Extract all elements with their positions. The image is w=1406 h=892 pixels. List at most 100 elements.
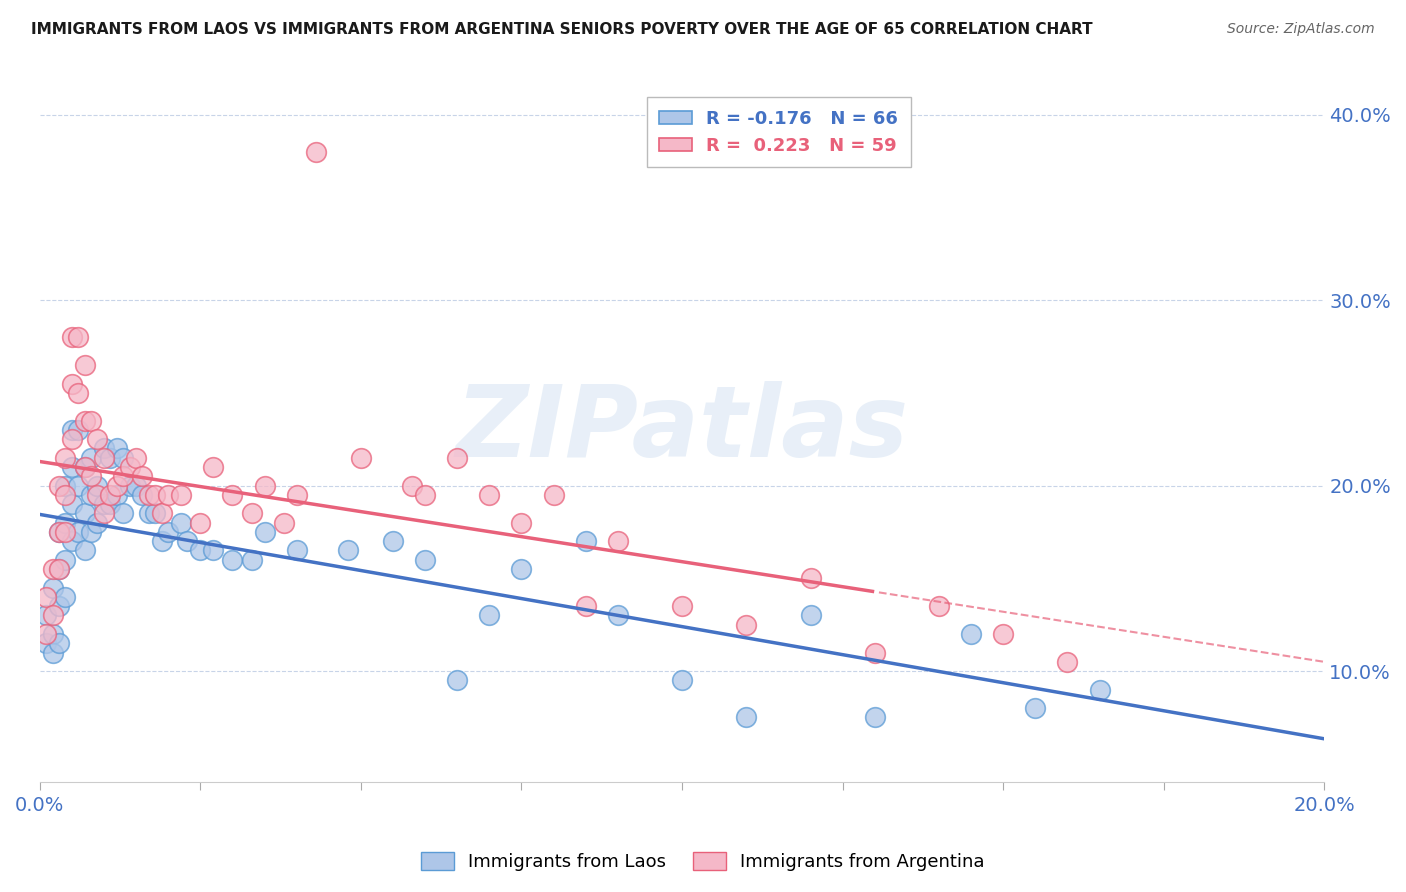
Point <box>138 507 160 521</box>
Point <box>55 450 77 465</box>
Point <box>176 534 198 549</box>
Point <box>73 460 96 475</box>
Point <box>55 553 77 567</box>
Point <box>112 450 135 465</box>
Point <box>93 450 115 465</box>
Point <box>799 608 821 623</box>
Point <box>118 478 141 492</box>
Point <box>143 507 166 521</box>
Point <box>41 562 63 576</box>
Point <box>157 488 180 502</box>
Point <box>86 478 108 492</box>
Point <box>55 516 77 530</box>
Point <box>928 599 950 614</box>
Point <box>131 469 153 483</box>
Point <box>105 478 128 492</box>
Point <box>253 478 276 492</box>
Point <box>93 507 115 521</box>
Point <box>138 488 160 502</box>
Point <box>35 590 58 604</box>
Point <box>112 469 135 483</box>
Point <box>48 478 70 492</box>
Point <box>86 488 108 502</box>
Point <box>510 562 533 576</box>
Point <box>86 432 108 446</box>
Point <box>60 423 83 437</box>
Point <box>80 524 103 539</box>
Point <box>382 534 405 549</box>
Point <box>446 673 468 688</box>
Point <box>48 562 70 576</box>
Point <box>60 534 83 549</box>
Point <box>863 646 886 660</box>
Point <box>55 488 77 502</box>
Point <box>240 553 263 567</box>
Point <box>606 534 628 549</box>
Point <box>55 478 77 492</box>
Point <box>170 488 193 502</box>
Legend: R = -0.176   N = 66, R =  0.223   N = 59: R = -0.176 N = 66, R = 0.223 N = 59 <box>647 97 911 168</box>
Point <box>105 488 128 502</box>
Point <box>73 460 96 475</box>
Point <box>446 450 468 465</box>
Point <box>41 608 63 623</box>
Point <box>575 599 598 614</box>
Point <box>93 442 115 456</box>
Point <box>478 488 501 502</box>
Point <box>188 516 211 530</box>
Point <box>48 524 70 539</box>
Point <box>150 534 173 549</box>
Point <box>80 414 103 428</box>
Point <box>221 488 243 502</box>
Point <box>253 524 276 539</box>
Point <box>67 478 90 492</box>
Point <box>401 478 423 492</box>
Point <box>98 450 121 465</box>
Point <box>67 330 90 344</box>
Point <box>67 423 90 437</box>
Point <box>478 608 501 623</box>
Point <box>60 497 83 511</box>
Point <box>285 488 308 502</box>
Point <box>73 414 96 428</box>
Point <box>143 488 166 502</box>
Point <box>1024 701 1046 715</box>
Point <box>80 450 103 465</box>
Point <box>125 478 148 492</box>
Point <box>221 553 243 567</box>
Point <box>188 543 211 558</box>
Point <box>606 608 628 623</box>
Point <box>350 450 373 465</box>
Point <box>510 516 533 530</box>
Point <box>48 524 70 539</box>
Point <box>60 432 83 446</box>
Text: Source: ZipAtlas.com: Source: ZipAtlas.com <box>1227 22 1375 37</box>
Point <box>735 617 758 632</box>
Point <box>202 543 225 558</box>
Point <box>60 376 83 391</box>
Point <box>671 673 693 688</box>
Point <box>35 627 58 641</box>
Point <box>80 488 103 502</box>
Point <box>337 543 360 558</box>
Point <box>98 488 121 502</box>
Point <box>41 646 63 660</box>
Point <box>48 636 70 650</box>
Point <box>799 571 821 585</box>
Point <box>273 516 295 530</box>
Point <box>60 460 83 475</box>
Point <box>863 710 886 724</box>
Point <box>112 507 135 521</box>
Point <box>105 442 128 456</box>
Legend: Immigrants from Laos, Immigrants from Argentina: Immigrants from Laos, Immigrants from Ar… <box>413 845 993 879</box>
Point <box>41 627 63 641</box>
Point <box>305 145 328 159</box>
Point <box>35 608 58 623</box>
Point <box>285 543 308 558</box>
Point <box>73 358 96 372</box>
Point <box>157 524 180 539</box>
Point <box>93 497 115 511</box>
Point <box>1088 682 1111 697</box>
Point <box>35 636 58 650</box>
Point <box>735 710 758 724</box>
